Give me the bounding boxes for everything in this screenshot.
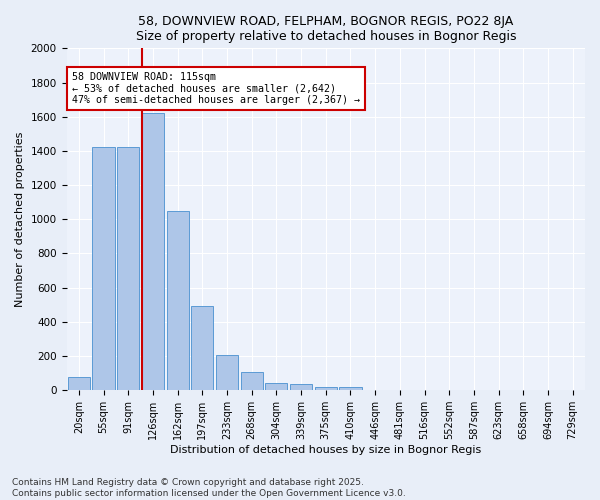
Bar [314,387,337,390]
Bar [142,114,164,390]
Bar [290,384,312,390]
Bar [167,210,189,390]
Bar [216,355,238,390]
Text: 58 DOWNVIEW ROAD: 115sqm
← 53% of detached houses are smaller (2,642)
47% of sem: 58 DOWNVIEW ROAD: 115sqm ← 53% of detach… [72,72,360,106]
Y-axis label: Number of detached properties: Number of detached properties [15,132,25,307]
Bar [92,148,115,390]
Bar [68,378,90,390]
Bar [117,148,139,390]
X-axis label: Distribution of detached houses by size in Bognor Regis: Distribution of detached houses by size … [170,445,481,455]
Bar [191,306,214,390]
Bar [340,387,362,390]
Bar [241,372,263,390]
Bar [265,382,287,390]
Title: 58, DOWNVIEW ROAD, FELPHAM, BOGNOR REGIS, PO22 8JA
Size of property relative to : 58, DOWNVIEW ROAD, FELPHAM, BOGNOR REGIS… [136,15,516,43]
Text: Contains HM Land Registry data © Crown copyright and database right 2025.
Contai: Contains HM Land Registry data © Crown c… [12,478,406,498]
